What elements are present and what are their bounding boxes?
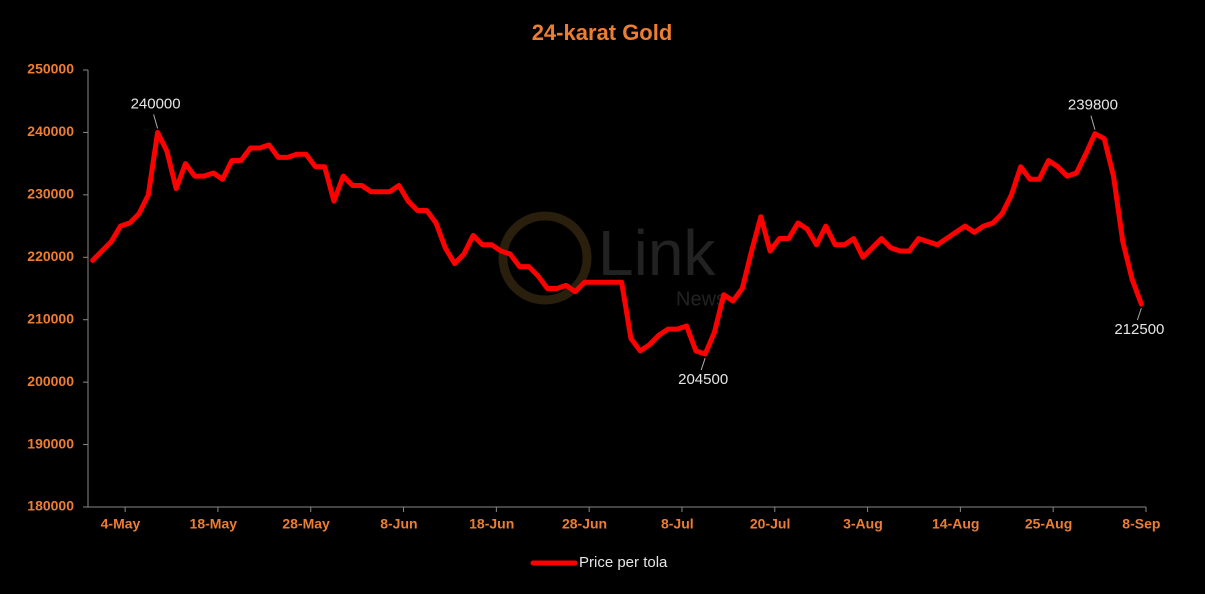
y-tick-label: 210000 (27, 310, 74, 326)
x-tick-label: 8-Jul (661, 516, 694, 532)
y-tick-label: 240000 (27, 123, 74, 139)
watermark: Link News (498, 211, 726, 310)
legend-label: Price per tola (579, 554, 668, 571)
data-label: 204500 (678, 371, 728, 388)
y-tick-label: 220000 (27, 248, 74, 264)
x-tick-label: 8-Jun (380, 516, 417, 532)
x-tick-label: 18-May (190, 516, 238, 532)
x-tick-label: 3-Aug (843, 516, 883, 532)
data-label: 240000 (131, 95, 181, 112)
x-tick-label: 20-Jul (750, 516, 790, 532)
price-line (90, 129, 1144, 357)
x-tick-label: 28-Jun (562, 516, 607, 532)
watermark-logo (498, 211, 592, 305)
watermark-brand: Link (598, 217, 716, 289)
leader-line (1090, 115, 1096, 130)
chart-title: 24-karat Gold (532, 20, 673, 45)
y-tick-label: 230000 (27, 186, 74, 202)
leader-line (1136, 307, 1142, 321)
watermark-sub: News (676, 288, 726, 310)
data-label: 212500 (1114, 321, 1164, 338)
y-tick-label: 180000 (27, 498, 74, 514)
x-tick-label: 14-Aug (932, 516, 979, 532)
x-tick-label: 4-May (101, 516, 141, 532)
y-tick-label: 190000 (27, 435, 74, 451)
x-tick-label: 8-Sep (1122, 516, 1160, 532)
leader-line (153, 114, 159, 129)
x-tick-label: 25-Aug (1025, 516, 1072, 532)
data-label: 239800 (1068, 97, 1118, 114)
y-tick-label: 250000 (27, 61, 74, 77)
leader-line (700, 357, 706, 371)
x-tick-label: 28-May (282, 516, 330, 532)
y-tick-label: 200000 (27, 373, 74, 389)
x-tick-label: 18-Jun (469, 516, 514, 532)
